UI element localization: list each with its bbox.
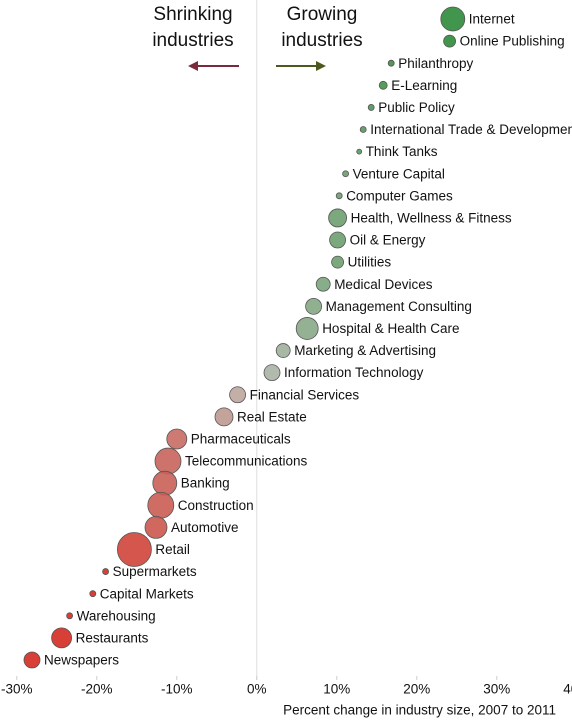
bubble (214, 407, 234, 427)
bubble (315, 276, 331, 292)
bubble (263, 364, 281, 382)
bubble-label: Information Technology (284, 365, 424, 380)
bubble-label: Banking (181, 476, 230, 491)
bubble (342, 170, 350, 178)
bubble (154, 447, 182, 475)
bubble (66, 612, 73, 620)
bubble-label: Hospital & Health Care (322, 321, 459, 336)
bubble (102, 568, 109, 575)
bubble (329, 231, 347, 249)
annotation: Growing (287, 4, 358, 25)
bubble-label: Construction (178, 498, 254, 513)
bubble (229, 386, 247, 404)
x-axis-label: Percent change in industry size, 2007 to… (283, 703, 556, 718)
bubble (116, 532, 152, 567)
arrow-head (316, 61, 326, 71)
arrow-head (188, 61, 198, 71)
bubble (295, 317, 319, 340)
bubble (89, 590, 97, 598)
bubble-label: Real Estate (237, 409, 307, 424)
bubble (335, 192, 343, 200)
bubble-label: Telecommunications (185, 454, 308, 469)
x-tick-label: 30% (483, 682, 510, 697)
bubble (305, 297, 323, 315)
bubble (367, 104, 375, 111)
bubble (359, 126, 367, 133)
bubble (152, 470, 178, 496)
bubble (331, 255, 345, 269)
bubble (147, 491, 175, 519)
x-tick-label: -20% (81, 682, 113, 697)
bubble-label: Health, Wellness & Fitness (351, 210, 512, 225)
bubble (275, 343, 291, 358)
bubble-label: International Trade & Development (370, 122, 572, 137)
bubble-label: Warehousing (77, 608, 156, 623)
bubble (356, 148, 363, 155)
bubble-label: Management Consulting (326, 299, 472, 314)
x-tick-label: 20% (403, 682, 430, 697)
bubble-label: Think Tanks (366, 144, 438, 159)
bubble (440, 6, 466, 32)
bubble (23, 651, 41, 669)
bubble-label: Computer Games (346, 188, 453, 203)
bubble-label: Supermarkets (113, 564, 197, 579)
x-tick-label: -30% (1, 682, 33, 697)
bubble (387, 59, 395, 67)
annotation: industries (281, 30, 362, 51)
bubble-label: Oil & Energy (350, 233, 426, 248)
bubble-label: Utilities (348, 255, 392, 270)
bubble (443, 34, 457, 48)
x-tick-label: -10% (161, 682, 193, 697)
bubble-label: Financial Services (250, 387, 360, 402)
bubble-label: Internet (469, 12, 515, 27)
bubble-label: E-Learning (391, 78, 457, 93)
bubble-label: Venture Capital (353, 166, 445, 181)
bubble-label: Pharmaceuticals (191, 432, 291, 447)
bubble-label: Medical Devices (334, 277, 433, 292)
annotation: Shrinking (153, 4, 232, 25)
bubble-label: Restaurants (76, 630, 149, 645)
x-tick-label: 0% (247, 682, 267, 697)
bubble (166, 428, 188, 450)
x-tick-label: 10% (323, 682, 350, 697)
bubble-label: Newspapers (44, 653, 119, 668)
bubble-label: Public Policy (378, 100, 455, 115)
bubble-label: Philanthropy (398, 56, 473, 71)
annotation: industries (152, 30, 233, 51)
bubble (328, 208, 348, 228)
bubble-label: Capital Markets (100, 586, 194, 601)
bubble (144, 515, 168, 539)
x-tick-label: 40% (563, 682, 572, 697)
bubble-label: Marketing & Advertising (294, 343, 436, 358)
bubble-label: Automotive (171, 520, 239, 535)
bubble (51, 627, 72, 649)
bubble-label: Retail (155, 542, 190, 557)
bubble (378, 80, 388, 90)
bubble-label: Online Publishing (460, 34, 565, 49)
